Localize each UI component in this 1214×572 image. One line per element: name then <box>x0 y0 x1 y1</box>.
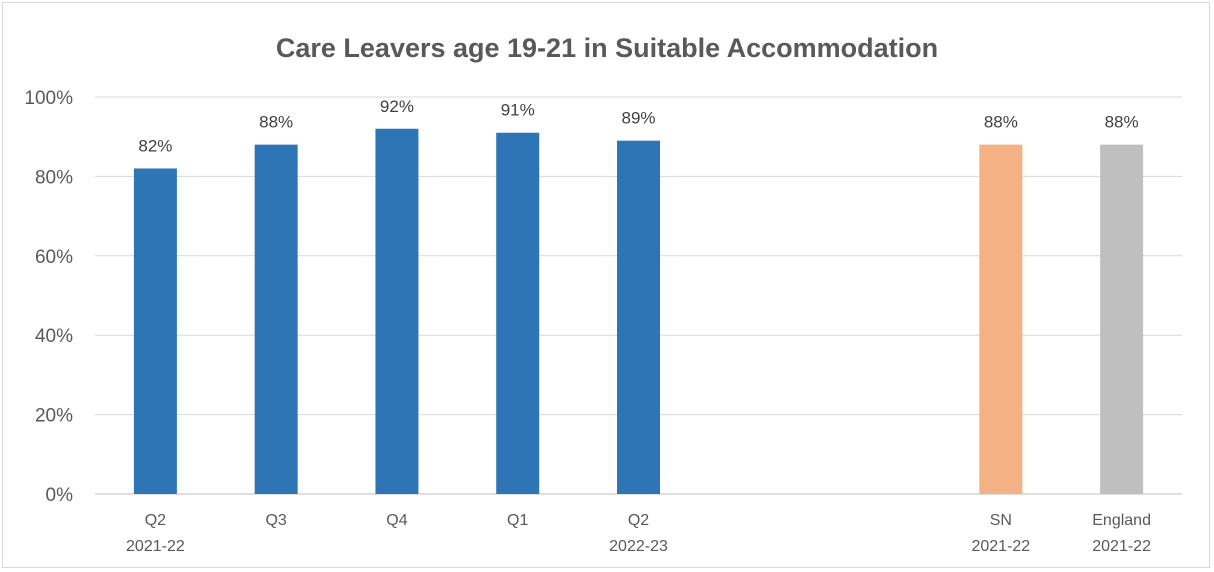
x-axis: Q2 2021-22 Q3 Q4 Q1 Q2 2022-23 SN 2021-22 England… <box>126 512 1151 555</box>
data-label: 92% <box>380 97 414 116</box>
x-tick-label: Q3 <box>265 512 286 529</box>
x-tick-label: Q2 <box>145 512 166 529</box>
x-tick-sublabel: 2021-22 <box>971 538 1030 555</box>
x-tick-sublabel: 2021-22 <box>126 538 185 555</box>
bar <box>254 144 298 494</box>
x-tick-label: Q2 <box>628 512 649 529</box>
bar <box>133 168 177 494</box>
data-label: 91% <box>501 101 535 120</box>
x-tick-label: SN <box>990 512 1012 529</box>
y-tick-label: 100% <box>24 88 73 109</box>
data-label: 88% <box>259 113 293 132</box>
y-axis: 0% 20% 40% 60% 80% 100% <box>24 88 73 506</box>
y-tick-label: 20% <box>35 406 73 427</box>
data-label: 82% <box>138 136 172 155</box>
chart-title: Care Leavers age 19-21 in Suitable Accom… <box>276 33 938 63</box>
y-tick-label: 60% <box>35 247 73 268</box>
data-label: 89% <box>621 109 655 128</box>
x-tick-label: England <box>1092 512 1151 529</box>
data-label: 88% <box>984 113 1018 132</box>
data-label: 88% <box>1105 113 1139 132</box>
x-tick-sublabel: 2022-23 <box>609 538 668 555</box>
bar <box>375 128 419 494</box>
x-tick-sublabel: 2021-22 <box>1092 538 1151 555</box>
bar <box>617 140 660 495</box>
y-tick-label: 80% <box>35 167 73 188</box>
y-tick-label: 0% <box>46 485 74 506</box>
bar <box>1100 144 1144 494</box>
y-tick-label: 40% <box>35 326 73 347</box>
bar <box>979 144 1023 494</box>
x-tick-label: Q4 <box>386 512 407 529</box>
x-tick-label: Q1 <box>507 512 528 529</box>
data-labels: 82% 88% 92% 91% 89% 88% 88% <box>138 97 1138 156</box>
bars <box>133 128 1144 495</box>
bar <box>496 132 540 495</box>
